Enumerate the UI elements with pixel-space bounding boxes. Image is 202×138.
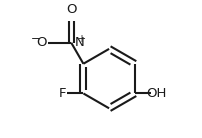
Text: +: + <box>77 34 85 44</box>
Text: −: − <box>31 34 40 44</box>
Text: O: O <box>36 36 47 49</box>
Text: O: O <box>66 3 77 16</box>
Text: F: F <box>59 87 66 100</box>
Text: OH: OH <box>146 87 167 100</box>
Text: N: N <box>75 36 84 49</box>
